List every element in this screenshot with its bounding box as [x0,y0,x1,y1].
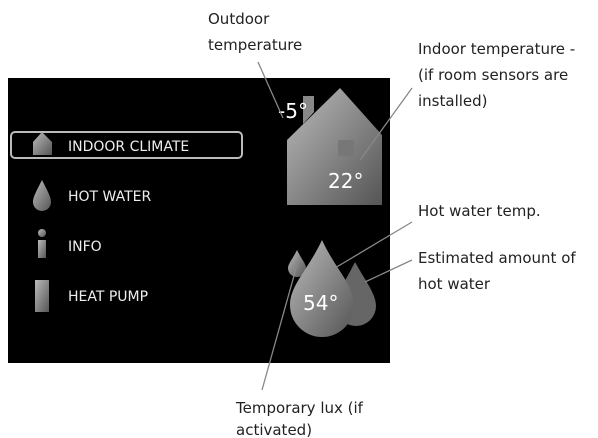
annotation: Temporary lux (if [235,399,364,417]
info-icon [38,229,46,237]
leader-line [334,221,413,269]
big-drop [290,240,354,337]
leader-line [257,61,284,119]
annotation: temperature [208,36,302,54]
annotation: Outdoor [208,10,270,28]
annotation: Estimated amount of [418,249,576,267]
house [287,88,382,205]
small-drop [288,250,306,277]
hot-water-temp: 54° [303,291,338,315]
annotation: (if room sensors are [418,66,568,84]
window [338,140,354,156]
chimney [303,96,314,124]
indoor-temp: 22° [328,169,363,193]
annotation: hot water [418,275,491,293]
house-icon [33,132,52,155]
annotation: activated) [236,421,312,438]
annotation: Indoor temperature - [418,40,575,58]
leader-line [261,264,298,391]
leader-line [364,259,413,283]
menu-item[interactable]: INDOOR CLIMATE [68,139,189,155]
menu-item[interactable]: HOT WATER [68,189,152,205]
menu-selection [10,131,243,159]
menu-item[interactable]: INFO [68,239,102,255]
menu-item[interactable]: HEAT PUMP [68,289,148,305]
leader-line [359,87,413,161]
outdoor-temp: -5° [278,99,308,123]
heat-pump-icon [35,280,49,312]
annotation: Hot water temp. [418,202,541,220]
annotation: installed) [418,92,488,110]
info-icon [38,240,46,258]
drop-icon [33,180,51,211]
